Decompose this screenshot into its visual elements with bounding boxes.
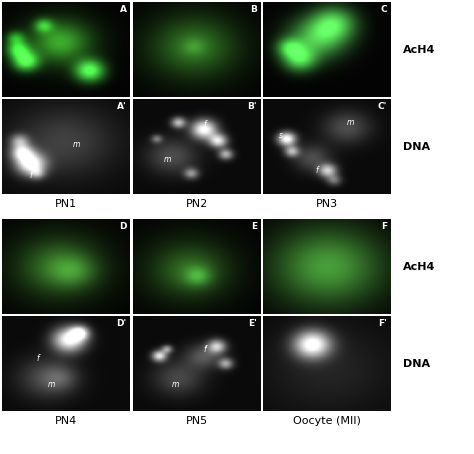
Text: D: D — [119, 222, 127, 231]
Text: F: F — [381, 222, 387, 231]
Text: DNA: DNA — [403, 142, 430, 152]
Text: f: f — [316, 166, 318, 175]
Text: PN1: PN1 — [55, 199, 77, 209]
Text: PN5: PN5 — [186, 416, 208, 426]
Text: m: m — [47, 380, 55, 389]
Text: Oocyte (MII): Oocyte (MII) — [293, 416, 361, 426]
Text: PN3: PN3 — [316, 199, 338, 209]
Text: C': C' — [378, 102, 387, 111]
Text: B': B' — [247, 102, 257, 111]
Text: f': f' — [203, 345, 208, 354]
Text: m: m — [164, 155, 171, 163]
Text: PN4: PN4 — [55, 416, 77, 426]
Text: AcH4: AcH4 — [403, 262, 435, 272]
Text: B: B — [250, 5, 257, 14]
Text: f: f — [37, 354, 39, 363]
Text: E: E — [251, 222, 257, 231]
Text: A': A' — [117, 102, 127, 111]
Text: f: f — [203, 120, 206, 129]
Text: D': D' — [116, 319, 127, 328]
Text: m: m — [73, 140, 80, 149]
Text: A: A — [119, 5, 127, 14]
Text: F': F' — [378, 319, 387, 328]
Text: PN2: PN2 — [186, 199, 208, 209]
Text: m: m — [171, 380, 179, 389]
Text: m: m — [346, 118, 354, 127]
Text: f: f — [29, 171, 32, 180]
Text: C: C — [381, 5, 387, 14]
Text: E': E' — [248, 319, 257, 328]
Text: s: s — [279, 131, 283, 140]
Text: AcH4: AcH4 — [403, 45, 435, 55]
Text: DNA: DNA — [403, 359, 430, 369]
